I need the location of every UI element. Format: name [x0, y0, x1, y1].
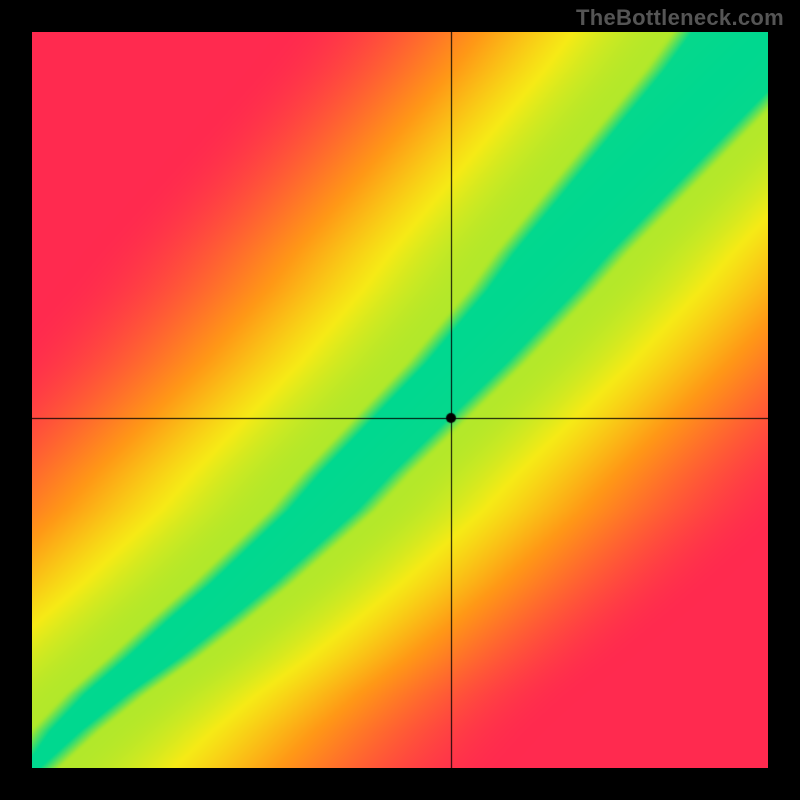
watermark-text: TheBottleneck.com: [576, 5, 784, 31]
heatmap-canvas: [32, 32, 768, 768]
chart-container: TheBottleneck.com: [0, 0, 800, 800]
heatmap-plot: [32, 32, 768, 768]
